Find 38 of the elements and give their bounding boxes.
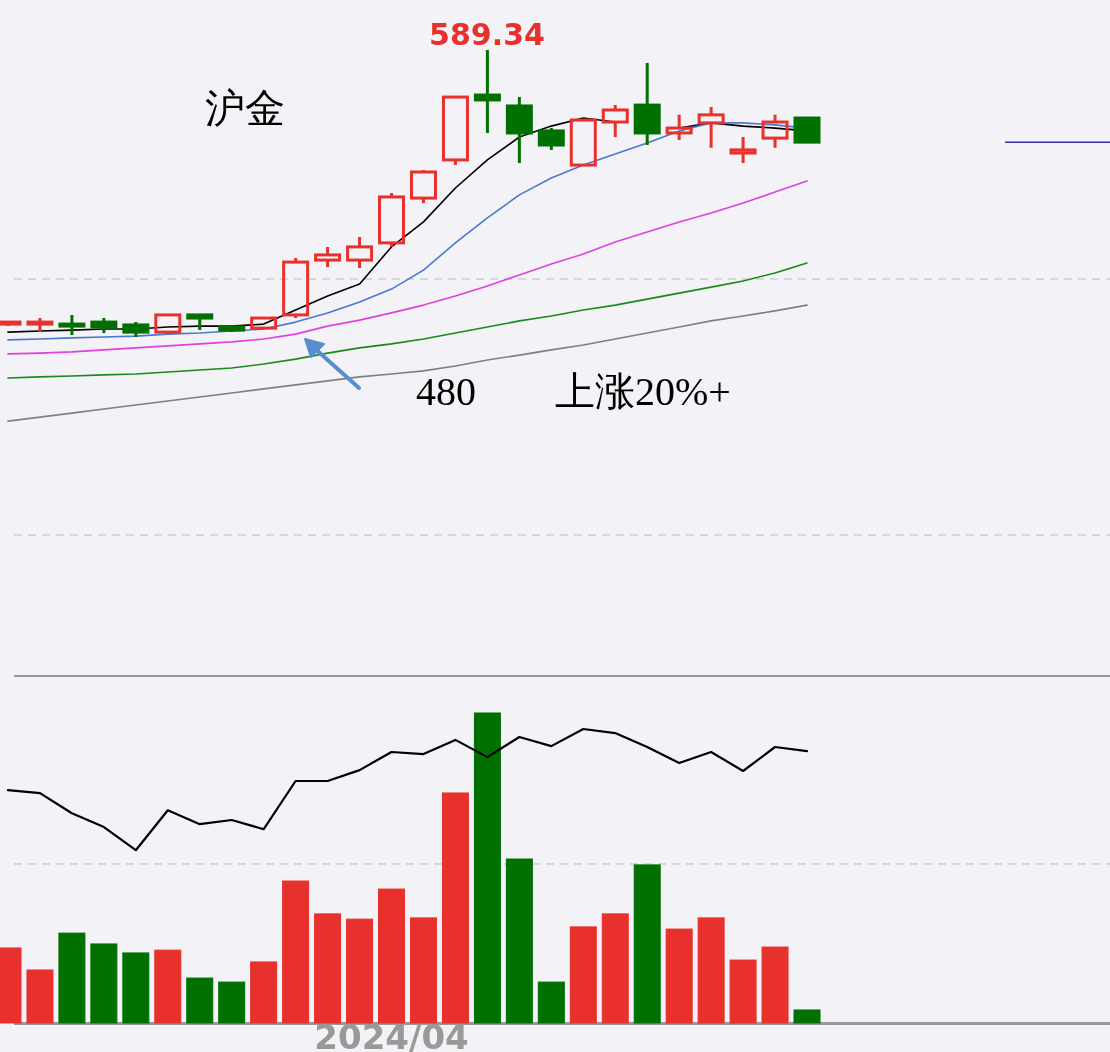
candlestick bbox=[58, 314, 86, 335]
bar bbox=[26, 969, 54, 1024]
candlestick bbox=[697, 107, 725, 148]
bar bbox=[90, 943, 118, 1024]
bar bbox=[537, 981, 565, 1024]
bar bbox=[569, 926, 597, 1024]
text: 沪金 bbox=[205, 85, 285, 131]
bar bbox=[282, 880, 310, 1024]
candlestick bbox=[665, 114, 693, 141]
bar bbox=[409, 917, 437, 1024]
bar bbox=[122, 952, 150, 1024]
candlestick bbox=[729, 136, 757, 164]
bar bbox=[378, 888, 406, 1024]
bar bbox=[441, 792, 469, 1024]
text: 上涨20%+ bbox=[555, 369, 731, 414]
bar bbox=[761, 946, 789, 1024]
candlestick bbox=[505, 97, 533, 164]
text: 480 bbox=[416, 369, 476, 414]
bar bbox=[250, 961, 278, 1024]
bar bbox=[697, 917, 725, 1024]
bar bbox=[314, 913, 342, 1024]
candlestick bbox=[601, 105, 629, 137]
bar bbox=[505, 858, 533, 1024]
bar bbox=[633, 864, 661, 1024]
candlestick bbox=[473, 50, 501, 133]
x-tick-label: 2024/04 bbox=[314, 1017, 469, 1052]
bar bbox=[665, 928, 693, 1024]
bar bbox=[346, 918, 374, 1024]
annotation: 589.34 bbox=[429, 17, 545, 52]
bar bbox=[601, 913, 629, 1024]
bar bbox=[154, 949, 182, 1024]
bar bbox=[218, 981, 246, 1024]
bar bbox=[473, 712, 501, 1024]
candlestick bbox=[633, 62, 661, 145]
bar bbox=[58, 932, 86, 1024]
bar bbox=[729, 959, 757, 1024]
bar bbox=[186, 977, 214, 1024]
bar bbox=[793, 1009, 821, 1024]
